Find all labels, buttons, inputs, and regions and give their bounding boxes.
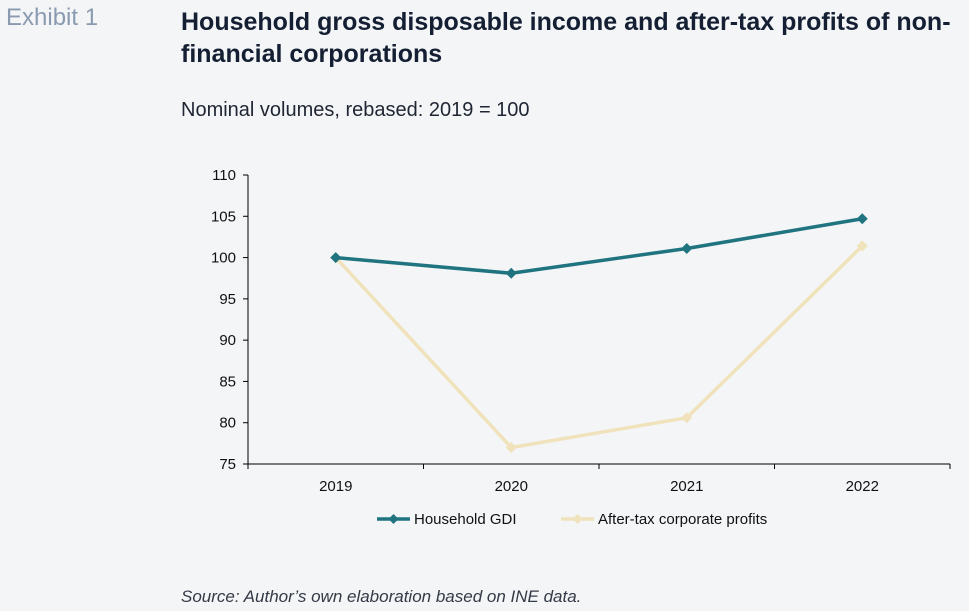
data-point-marker (681, 412, 693, 424)
data-point-marker (856, 240, 868, 252)
data-point-marker (505, 441, 517, 453)
data-point-marker (330, 252, 342, 264)
data-point-marker (505, 267, 517, 279)
legend-swatch-marker (572, 514, 583, 524)
legend-label: Household GDI (414, 511, 517, 528)
x-tick-label: 2022 (846, 478, 879, 495)
chart-series (330, 213, 868, 453)
chart-subtitle: Nominal volumes, rebased: 2019 = 100 (181, 99, 530, 121)
x-tick-label: 2019 (319, 478, 352, 495)
legend-swatch-marker (388, 514, 399, 524)
chart-title: Household gross disposable income and af… (181, 8, 951, 68)
series-line-1 (334, 244, 864, 450)
y-tick-label: 90 (219, 332, 236, 349)
legend-label: After-tax corporate profits (598, 511, 767, 528)
y-tick-label: 105 (211, 208, 236, 225)
y-tick-label: 110 (212, 167, 236, 184)
y-tick-label: 95 (219, 291, 236, 308)
y-tick-label: 85 (219, 373, 236, 390)
chart-legend: Household GDI After-tax corporate profits (377, 511, 767, 528)
data-point-marker (856, 213, 868, 225)
series-line-0 (335, 217, 863, 276)
source-note: Source: Author’s own elaboration based o… (181, 587, 582, 606)
y-tick-label: 80 (219, 415, 236, 432)
chart-axes: 75 80 85 90 95 100 105 110 2019 2020 2021 2022 (211, 167, 951, 495)
data-point-marker (681, 242, 693, 254)
y-tick-label: 100 (211, 250, 236, 267)
y-tick-label: 75 (219, 456, 236, 473)
x-tick-label: 2020 (495, 478, 528, 495)
exhibit-label: Exhibit 1 (6, 4, 99, 31)
x-tick-label: 2021 (670, 478, 703, 495)
